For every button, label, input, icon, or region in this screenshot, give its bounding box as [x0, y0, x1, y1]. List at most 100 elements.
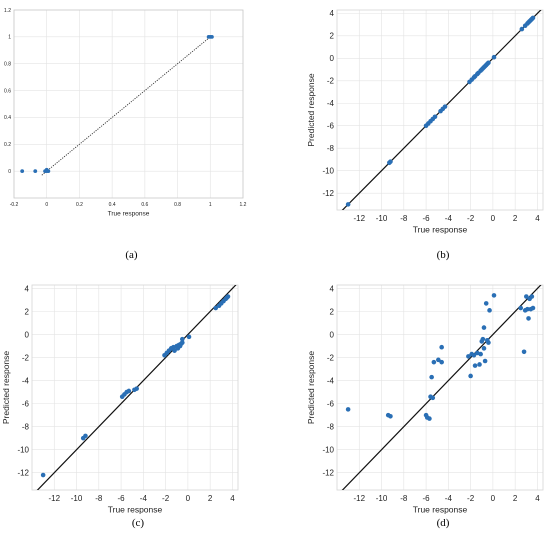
x-tick-label: -6	[423, 494, 431, 503]
data-point	[429, 374, 434, 380]
x-tick-label: -2	[162, 494, 170, 503]
y-axis-label: Predicted response	[1, 351, 11, 425]
data-point	[83, 433, 88, 439]
y-tick-label: 1	[8, 35, 11, 41]
x-tick-label: 2	[513, 214, 518, 223]
y-tick-label: 0.6	[4, 88, 11, 94]
subplot-caption: (b)	[437, 249, 450, 261]
data-point	[530, 15, 536, 21]
data-point	[225, 294, 231, 299]
subplot-caption: (c)	[132, 517, 145, 529]
x-tick-label: 1.2	[240, 202, 247, 208]
axes-frame	[336, 284, 544, 491]
data-point	[472, 363, 478, 368]
data-point	[442, 104, 448, 109]
x-tick-label: 1	[209, 202, 212, 208]
y-tick-label: -10	[322, 166, 334, 175]
y-tick-label: -2	[327, 353, 335, 362]
reference-line	[341, 285, 542, 490]
x-tick-label: -4	[445, 494, 453, 503]
data-point	[526, 316, 531, 321]
data-point	[430, 395, 436, 401]
x-tick-label: -6	[423, 214, 431, 223]
y-tick-label: -8	[22, 422, 30, 431]
y-tick-label: -12	[17, 469, 29, 478]
data-point	[521, 349, 527, 355]
x-tick-label: 4	[535, 494, 540, 503]
axes-frame	[31, 284, 239, 491]
y-tick-label: 1.2	[4, 8, 11, 14]
subplot-a: -0.2 0 0.2 0.4 0.6 0.8 1 1.2 0 0.2 0.4 0.6 0.8 1 1.2 Tr…	[4, 8, 247, 261]
y-tick-label: -6	[22, 399, 30, 408]
data-point	[487, 308, 492, 313]
data-point	[519, 26, 525, 32]
data-point	[20, 169, 25, 174]
data-point	[432, 114, 438, 120]
data-point	[480, 336, 486, 342]
reference-line	[41, 36, 211, 176]
y-tick-label: 4	[25, 284, 30, 293]
data-point	[483, 301, 489, 306]
y-tick-label: 0.2	[4, 142, 11, 148]
x-tick-label: -2	[467, 214, 475, 223]
y-tick-label: 0	[8, 169, 11, 175]
data-point	[486, 60, 491, 66]
x-axis-label: True response	[413, 505, 468, 515]
data-point	[436, 357, 441, 363]
y-tick-label: 2	[330, 32, 335, 41]
y-tick-label: -6	[327, 122, 335, 131]
data-point	[345, 202, 351, 207]
data-point	[477, 362, 482, 367]
data-point	[44, 167, 49, 172]
y-tick-label: -8	[327, 144, 335, 153]
data-point	[481, 346, 487, 351]
data-point	[466, 354, 471, 359]
data-point	[523, 294, 529, 299]
y-tick-label: 0	[330, 54, 335, 63]
y-tick-label: -4	[22, 376, 30, 385]
x-tick-label: 4	[535, 214, 540, 223]
y-tick-label: 4	[330, 9, 335, 18]
x-axis-label: True response	[108, 211, 150, 218]
y-tick-label: -12	[322, 189, 334, 198]
data-point	[172, 348, 177, 353]
y-tick-label: -2	[22, 353, 30, 362]
x-tick-label: -12	[353, 214, 365, 223]
x-tick-label: 2	[513, 494, 518, 503]
x-tick-label: -12	[353, 494, 365, 503]
x-tick-label: 0.8	[174, 202, 181, 208]
data-point	[388, 413, 393, 419]
data-point	[491, 54, 497, 60]
data-point	[40, 472, 46, 478]
subplot-caption: (d)	[437, 517, 450, 529]
data-point	[431, 359, 437, 365]
y-tick-label: 2	[330, 307, 335, 316]
data-point	[525, 306, 530, 312]
x-tick-label: 0	[45, 202, 48, 208]
y-tick-label: 0	[330, 330, 335, 339]
y-tick-label: -4	[327, 376, 335, 385]
x-axis-label: True response	[108, 505, 163, 515]
data-point	[491, 293, 497, 298]
data-point	[126, 388, 132, 394]
data-point	[518, 305, 524, 311]
x-tick-label: 0	[186, 494, 191, 503]
x-tick-label: 0.6	[141, 202, 148, 208]
y-tick-label: -2	[327, 77, 335, 86]
x-tick-label: 0	[491, 494, 496, 503]
x-tick-label: -8	[400, 494, 408, 503]
y-tick-label: 4	[330, 284, 335, 293]
x-tick-label: 4	[230, 494, 235, 503]
data-point	[206, 34, 211, 39]
y-tick-label: -8	[327, 422, 335, 431]
y-tick-label: 0	[25, 330, 30, 339]
y-tick-label: 0.8	[4, 61, 11, 67]
x-tick-label: -12	[48, 494, 60, 503]
subplot-c: -12 -10 -8 -6 -4 -2 0 2 4 -12 -10 -8 -6 -4 -2 0 2 4 True r…	[1, 284, 239, 529]
plot-area	[337, 285, 543, 490]
data-point	[529, 294, 535, 299]
subplot-d: -12 -10 -8 -6 -4 -2 0 2 4 -12 -10 -8 -6 -4 -2 0 2 4 True r…	[306, 284, 544, 529]
x-tick-label: 2	[208, 494, 213, 503]
data-point	[186, 334, 192, 340]
